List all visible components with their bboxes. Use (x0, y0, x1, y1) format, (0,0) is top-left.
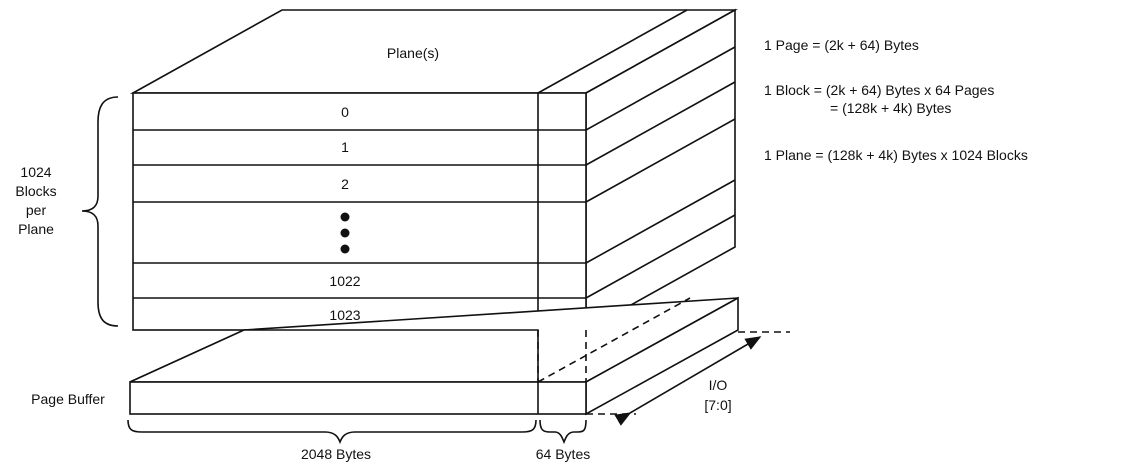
blocks-brace (81, 96, 119, 327)
block-label-1022: 1022 (329, 273, 360, 289)
block-label-1: 1 (341, 139, 349, 155)
blocks-per-plane-line-3: per (26, 202, 47, 218)
plane-label: Plane(s) (387, 45, 439, 61)
io-label-line-1: I/O (709, 377, 728, 393)
page-buffer-top-left (129, 329, 539, 383)
blocks-per-plane-line-4: Plane (18, 221, 54, 237)
formula-block-line-2: = (128k + 4k) Bytes (830, 100, 951, 116)
buffer-top-dash (537, 297, 691, 383)
data-width-brace (127, 419, 537, 445)
block-row-dividers (133, 129, 586, 299)
formula-page: 1 Page = (2k + 64) Bytes (764, 37, 919, 53)
formula-block-line-1: 1 Block = (2k + 64) Bytes x 64 Pages (764, 82, 994, 98)
block-label-0: 0 (341, 104, 349, 120)
plane-front-face (132, 92, 587, 331)
data-width-label: 2048 Bytes (301, 446, 371, 462)
formula-plane: 1 Plane = (128k + 4k) Bytes x 1024 Block… (764, 147, 1028, 163)
blocks-per-plane-line-1: 1024 (20, 164, 51, 180)
blocks-per-plane-line-2: Blocks (15, 183, 56, 199)
block-label-2: 2 (341, 176, 349, 192)
io-arrow (614, 336, 762, 426)
spare-width-brace (539, 419, 587, 445)
io-label-line-2: [7:0] (704, 397, 731, 413)
ellipsis-dots (340, 212, 350, 254)
spare-width-label: 64 Bytes (536, 446, 590, 462)
plane-top-spare-divider (537, 9, 688, 94)
page-buffer-label: Page Buffer (31, 391, 105, 407)
right-face-row-lines (585, 46, 736, 299)
block-label-1023: 1023 (329, 307, 360, 323)
page-buffer-front-face (129, 381, 587, 415)
